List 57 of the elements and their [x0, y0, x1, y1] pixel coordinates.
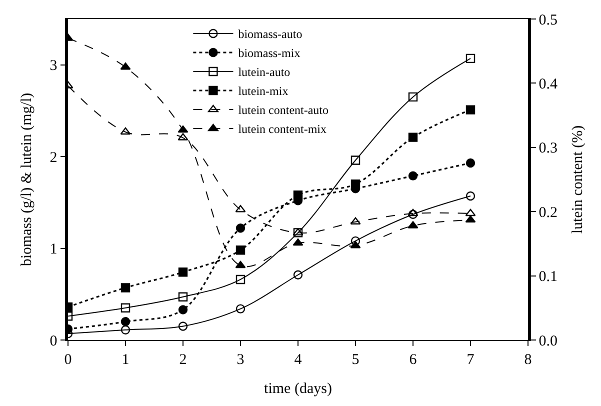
point: [466, 54, 476, 64]
legend-label: lutein content-mix: [238, 122, 327, 136]
x-tick-label: 4: [294, 352, 302, 368]
point: [120, 127, 131, 135]
y-axis-title: biomass (g/l) & lutein (mg/l): [19, 92, 35, 266]
point: [465, 208, 476, 216]
y-tick-label: 0: [50, 333, 58, 350]
point: [293, 270, 303, 280]
point: [236, 224, 246, 233]
point: [465, 215, 476, 223]
point: [178, 322, 188, 331]
point: [350, 156, 360, 165]
y2-tick-label: 0.3: [538, 140, 558, 157]
y2-tick-label: 0.2: [538, 204, 558, 221]
y-tick-label: 2: [50, 150, 58, 166]
point: [236, 304, 246, 314]
x-tick-label: 0: [64, 352, 72, 368]
point: [178, 268, 188, 277]
point: [120, 325, 130, 335]
x-tick-label: 8: [524, 352, 532, 368]
x-tick-label: 7: [466, 352, 475, 368]
point: [120, 283, 130, 292]
x-tick-label: 2: [179, 352, 187, 368]
y2-tick-label: 0.5: [538, 12, 558, 28]
point: [466, 191, 476, 201]
x-tick-label: 5: [352, 352, 360, 368]
point: [408, 171, 418, 180]
legend-label: lutein content-auto: [238, 103, 329, 118]
legend-label: biomass-mix: [238, 46, 300, 60]
point: [292, 238, 304, 246]
point: [178, 305, 188, 314]
x-tick-label: 6: [409, 352, 418, 368]
point: [178, 125, 188, 133]
y2-axis-title: lutein content (%): [570, 125, 586, 234]
point: [178, 292, 188, 302]
point: [235, 260, 246, 268]
x-tick-label: 1: [122, 352, 130, 368]
y2-tick-label: 0.4: [538, 76, 558, 92]
point: [293, 228, 303, 238]
point: [466, 158, 476, 168]
y-tick-label: 1: [50, 242, 58, 258]
point: [120, 303, 130, 312]
point: [236, 246, 246, 255]
x-tick-label: 3: [236, 352, 244, 368]
y2-tick-label: 0.1: [538, 269, 558, 286]
point: [120, 317, 130, 326]
legend-label: lutein-auto: [238, 65, 290, 80]
point: [408, 208, 418, 216]
point: [408, 132, 418, 142]
legend-label: lutein-mix: [238, 84, 288, 98]
y2-tick-label: 0.0: [538, 333, 558, 350]
y-tick-label: 3: [50, 58, 58, 74]
legend-label: biomass-auto: [238, 27, 302, 42]
point: [408, 92, 418, 102]
point: [466, 105, 476, 114]
x-axis-title: time (days): [264, 381, 332, 397]
point: [236, 274, 246, 284]
